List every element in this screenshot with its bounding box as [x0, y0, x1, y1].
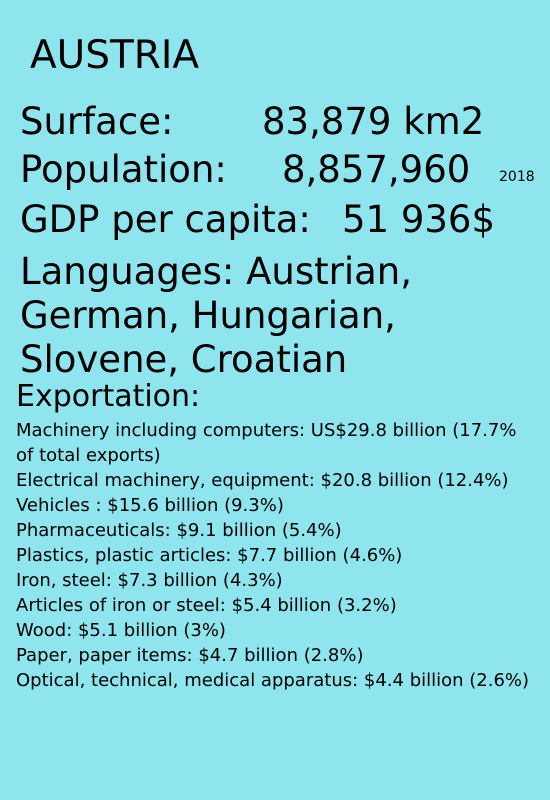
population-value: 8,857,960 — [282, 148, 471, 191]
population-row: Population: 8,857,960 2018 — [20, 147, 535, 193]
population-year: 2018 — [499, 169, 535, 185]
gdp-row: GDP per capita: 51 936$ — [20, 197, 495, 243]
export-item: Articles of iron or steel: $5.4 billion … — [16, 595, 397, 616]
export-item: Pharmaceuticals: $9.1 billion (5.4%) — [16, 520, 342, 541]
surface-label: Surface: — [20, 100, 174, 143]
export-item: Iron, steel: $7.3 billion (4.3%) — [16, 570, 283, 591]
country-title: AUSTRIA — [30, 33, 200, 78]
export-item: Wood: $5.1 billion (3%) — [16, 620, 226, 641]
exportation-list: Machinery including computers: US$29.8 b… — [16, 418, 536, 693]
export-item: Plastics, plastic articles: $7.7 billion… — [16, 545, 403, 566]
export-item: Electrical machinery, equipment: $20.8 b… — [16, 470, 509, 491]
gdp-label: GDP per capita: — [20, 198, 311, 241]
surface-value: 83,879 km2 — [262, 100, 485, 143]
surface-row: Surface: 83,879 km2 — [20, 99, 484, 145]
export-item: Paper, paper items: $4.7 billion (2.8%) — [16, 645, 364, 666]
exportation-heading: Exportation: — [16, 379, 201, 414]
languages-text: Languages: Austrian, German, Hungarian, … — [20, 250, 413, 381]
export-item: Vehicles : $15.6 billion (9.3%) — [16, 495, 284, 516]
population-label: Population: — [20, 148, 227, 191]
gdp-value: 51 936$ — [342, 198, 496, 241]
export-item: Optical, technical, medical apparatus: $… — [16, 670, 530, 691]
export-item: Machinery including computers: US$29.8 b… — [16, 420, 517, 466]
